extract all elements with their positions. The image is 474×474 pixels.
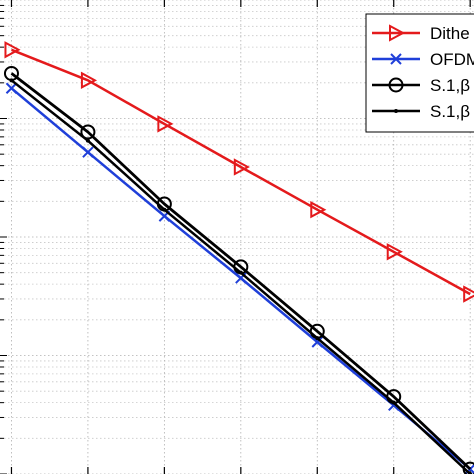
data-point-3-1	[85, 138, 90, 143]
data-point-0-6	[463, 285, 474, 303]
legend-marker-0	[389, 24, 406, 42]
data-point-2-1	[80, 124, 96, 140]
series-3	[9, 78, 473, 474]
data-point-0-5	[386, 243, 403, 261]
series-0	[4, 41, 474, 303]
legend-entry-1: OFDM	[372, 50, 474, 69]
data-point-0-1	[80, 71, 98, 89]
data-point-0-0	[4, 41, 21, 59]
legend-label-2: S.1,β	[430, 76, 470, 95]
series-line-2	[10, 72, 472, 471]
data-point-3-2	[162, 207, 167, 212]
legend-label-1: OFDM	[430, 50, 474, 69]
legend-marker-3	[394, 109, 398, 113]
legend-label-3: S.1,β	[430, 102, 470, 121]
series-line-0	[11, 48, 471, 296]
legend-entry-0: Dithe	[372, 24, 470, 43]
legend-entry-2: S.1,β	[372, 76, 470, 95]
data-point-1-4	[311, 336, 323, 348]
legend-entry-3: S.1,β	[372, 102, 470, 121]
legend-marker-2	[388, 77, 404, 93]
data-point-3-4	[315, 336, 320, 341]
data-point-1-1	[82, 146, 94, 158]
data-point-1-0	[5, 82, 18, 94]
data-point-3-0	[9, 78, 14, 83]
data-point-3-5	[391, 400, 396, 405]
data-point-0-3	[233, 158, 250, 176]
series-group	[3, 41, 474, 474]
legend-marker-1	[390, 53, 402, 65]
legend-label-0: Dithe	[430, 24, 470, 43]
data-point-3-3	[238, 270, 243, 275]
legend: Dithe OFDM S.1,β S.1,β	[365, 13, 474, 133]
data-point-0-2	[157, 115, 174, 133]
data-point-0-4	[310, 201, 327, 219]
series-1	[5, 82, 474, 474]
